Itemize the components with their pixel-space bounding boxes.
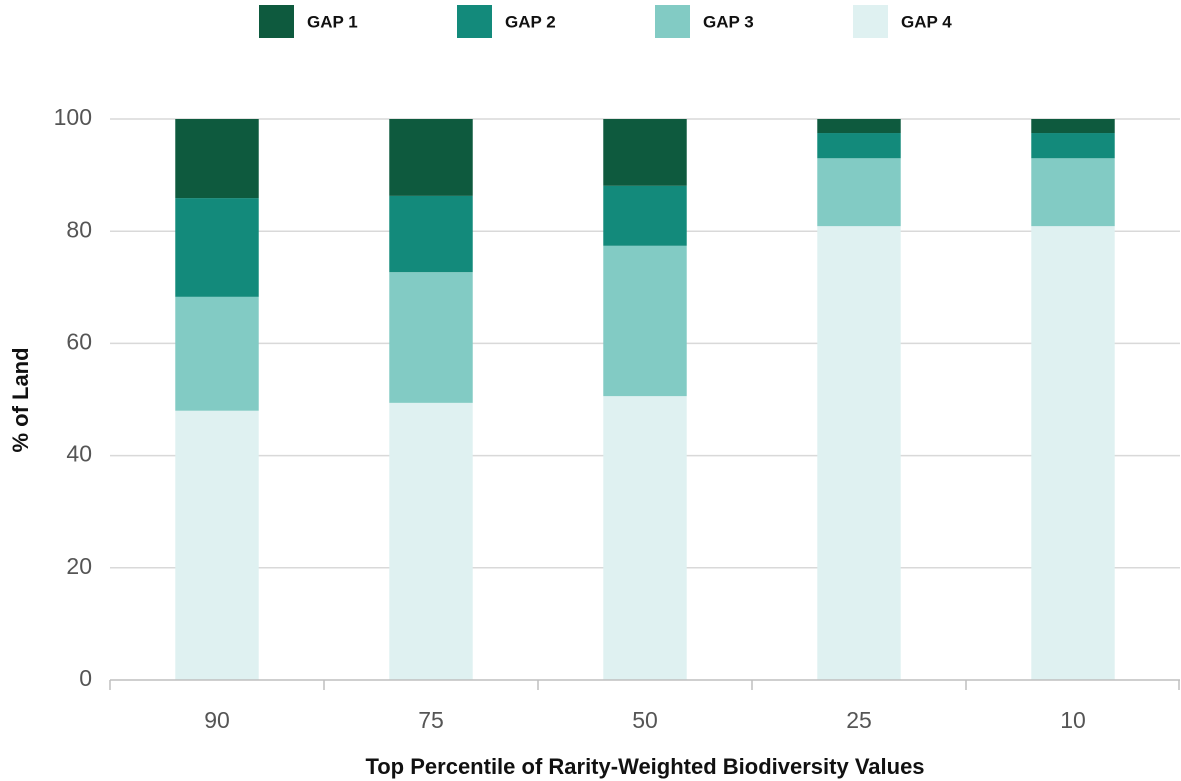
x-tick-label: 75 — [418, 707, 444, 733]
legend-swatch — [655, 5, 690, 38]
bar-segment — [175, 119, 259, 199]
bar-segment — [389, 195, 473, 273]
bar-segment — [603, 185, 687, 246]
bar-segment — [1031, 119, 1115, 134]
x-tick-label: 10 — [1060, 707, 1086, 733]
bar-segment — [175, 296, 259, 411]
legend-swatch — [853, 5, 888, 38]
legend-label: GAP 4 — [901, 12, 952, 31]
y-tick-label: 0 — [79, 665, 92, 691]
bar-segment — [603, 119, 687, 186]
bar-segment — [603, 245, 687, 397]
bar-segment — [1031, 133, 1115, 159]
x-tick-label: 50 — [632, 707, 658, 733]
bar-segment — [817, 158, 901, 227]
legend-label: GAP 1 — [307, 12, 358, 31]
y-tick-label: 80 — [66, 216, 92, 242]
y-tick-label: 60 — [66, 328, 92, 354]
x-tick-label: 25 — [846, 707, 872, 733]
legend-label: GAP 2 — [505, 12, 556, 31]
bar-segment — [389, 119, 473, 196]
bar-segment — [389, 402, 473, 680]
y-axis-label: % of Land — [8, 347, 33, 452]
bar-segment — [1031, 158, 1115, 227]
x-axis-label: Top Percentile of Rarity-Weighted Biodiv… — [365, 754, 924, 779]
legend-label: GAP 3 — [703, 12, 754, 31]
bar-segment — [817, 133, 901, 159]
bar-segment — [175, 410, 259, 680]
y-tick-label: 20 — [66, 553, 92, 579]
y-tick-label: 40 — [66, 441, 92, 467]
legend-swatch — [457, 5, 492, 38]
bar-segment — [603, 396, 687, 680]
bar-segment — [175, 198, 259, 297]
bar-segment — [817, 119, 901, 134]
legend-swatch — [259, 5, 294, 38]
bar-segment — [817, 226, 901, 680]
x-tick-label: 90 — [204, 707, 230, 733]
y-tick-label: 100 — [54, 104, 92, 130]
bar-segment — [1031, 226, 1115, 680]
bar-segment — [389, 272, 473, 403]
